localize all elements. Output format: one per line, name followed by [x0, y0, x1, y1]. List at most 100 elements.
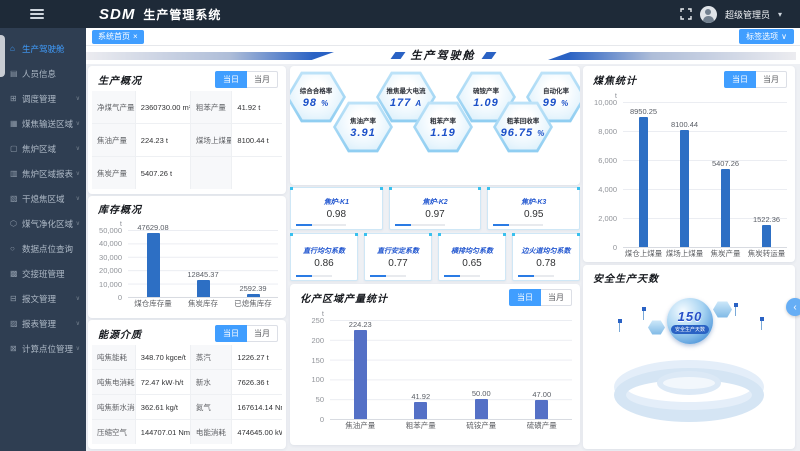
sidebar-item-schedule[interactable]: ⊞ 调度管理 ∨	[0, 86, 86, 111]
monthly-button[interactable]: 当月	[247, 71, 278, 88]
y-tick-label: 200	[311, 335, 324, 345]
card-label: 焦炉-K2	[422, 199, 448, 206]
sidebar: ⌂ 生产驾驶舱 ▤ 人员信息 ⊞ 调度管理 ∨ ▦ 煤焦输送区域 ∨ ▢ 焦炉区域 ∨ ▥ 焦炉区域报表 ∨ ▧…	[0, 28, 86, 451]
chevron-down-icon: ∨	[781, 32, 787, 41]
safety-days-label: 安全生产天数	[670, 324, 709, 334]
sidebar-item-report[interactable]: ▨ 报表管理 ∨	[0, 311, 86, 336]
monthly-button[interactable]: 当月	[541, 289, 572, 306]
field-value: 144707.01 Nm³	[135, 420, 190, 444]
monthly-button[interactable]: 当月	[756, 71, 787, 88]
fullscreen-icon[interactable]	[680, 8, 692, 20]
bar: 5407.26	[712, 159, 739, 247]
bar-value-label: 47629.08	[137, 223, 169, 233]
sidebar-item-oven[interactable]: ▢ 焦炉区域 ∨	[0, 136, 86, 161]
field-label: 煤场上煤量	[190, 124, 232, 156]
sidebar-item-calc-points[interactable]: ⊠ 计算点位管理 ∨	[0, 336, 86, 361]
panel-production-overview: 生产概况 当日 当月 净煤气产量 2360730.00 m³ 粗苯产量 41.92 t…	[88, 66, 286, 194]
sidebar-item-home[interactable]: ⌂ 生产驾驶舱	[0, 36, 86, 61]
sidebar-collapse-handle[interactable]	[0, 35, 5, 77]
card-value: 0.65	[462, 257, 482, 269]
field-value: 362.61 kg/t	[135, 395, 190, 419]
app-title: 生产管理系统	[143, 7, 222, 22]
bar-value-label: 12845.37	[187, 269, 219, 279]
y-tick-label: 40,000	[99, 239, 122, 249]
y-tick-label: 2,000	[598, 214, 617, 223]
field-value	[232, 157, 282, 189]
sidebar-item-label: 数据点位查询	[22, 243, 74, 254]
close-icon[interactable]: ×	[133, 31, 138, 41]
bar-value-label: 41.92	[411, 392, 431, 402]
y-tick-label: 20,000	[99, 266, 122, 276]
field-label: 净煤气产量	[92, 91, 135, 123]
bar: 47.00	[532, 390, 551, 419]
inventory-bar-chart: t 50,000 40,000 30,000 20,000 10,000 0 47629.08…	[88, 219, 286, 311]
chevron-down-icon: ∨	[75, 196, 80, 202]
kpi-label: 焦油产率	[350, 118, 376, 125]
user-name[interactable]: 超级管理员	[724, 9, 770, 20]
card-value: 0.78	[536, 257, 556, 269]
menu-toggle-icon[interactable]	[30, 9, 44, 19]
bar-value-label: 1522.36	[752, 214, 781, 224]
sidebar-item-shift[interactable]: ▩ 交接班管理	[0, 261, 86, 286]
report-icon: ▨	[10, 319, 18, 328]
sidebar-item-oven-report[interactable]: ▥ 焦炉区域报表 ∨	[0, 161, 86, 186]
chevron-down-icon: ∨	[75, 146, 80, 152]
banner-slash-left	[390, 51, 405, 59]
sidebar-item-search[interactable]: ○ 数据点位查询	[0, 236, 86, 261]
sidebar-item-cdq[interactable]: ▧ 干熄焦区域 ∨	[0, 186, 86, 211]
kpi-unit: %	[537, 129, 546, 138]
field-label: 焦油产量	[92, 124, 135, 156]
message-icon: ⊟	[10, 294, 17, 303]
avatar[interactable]	[699, 5, 717, 23]
sidebar-item-label: 调度管理	[22, 93, 57, 104]
daily-button[interactable]: 当日	[724, 71, 756, 88]
tab-home[interactable]: 系统首页 ×	[92, 29, 144, 44]
y-axis: 50,000 40,000 30,000 20,000 10,000 0	[90, 226, 128, 302]
y-tick-label: 0	[612, 243, 617, 252]
banner-stripe-right	[548, 52, 796, 60]
sidebar-item-label: 报文管理	[22, 293, 57, 304]
sidebar-item-message[interactable]: ⊟ 报文管理 ∨	[0, 286, 86, 311]
collapse-right-handle[interactable]: ‹	[786, 298, 800, 316]
sidebar-item-label: 干熄焦区域	[22, 193, 65, 204]
daily-button[interactable]: 当日	[215, 325, 247, 342]
kpi-value: 3.91	[350, 127, 376, 139]
y-axis-unit: t	[119, 219, 122, 228]
oven-coefficient-card: 焦炉-K1 0.98	[290, 187, 383, 230]
oven-icon: ▢	[10, 144, 18, 153]
card-underline	[518, 275, 555, 277]
sidebar-item-gas-purify[interactable]: ⬡ 煤气净化区域 ∨	[0, 211, 86, 236]
tag-options-button[interactable]: 标签选项 ∨	[739, 29, 794, 44]
kpi-hexagon-inner: 焦油产率 3.91	[336, 104, 390, 150]
shift-icon: ▩	[10, 269, 18, 278]
daily-button[interactable]: 当日	[509, 289, 541, 306]
field-value: 474645.00 kW·h	[232, 420, 282, 444]
monthly-button[interactable]: 当月	[247, 325, 278, 342]
panel-title: 化产区域产量统计	[300, 294, 388, 305]
bar: 2592.39	[239, 284, 267, 297]
panel-title: 库存概况	[98, 205, 142, 216]
uniformity-coefficient-card: 直行均匀系数 0.86	[290, 233, 358, 281]
panel-title: 煤焦统计	[593, 76, 637, 87]
y-axis-unit: t	[614, 91, 617, 100]
kpi-hexagon-inner: 粗苯产率 1.19	[416, 104, 470, 150]
sidebar-item-transport[interactable]: ▦ 煤焦输送区域 ∨	[0, 111, 86, 136]
daily-button[interactable]: 当日	[215, 71, 247, 88]
safety-days-value: 150	[677, 308, 703, 324]
oven-coefficient-card: 焦炉-K3 0.95	[487, 187, 581, 230]
kpi-value: 1.09	[473, 97, 499, 109]
sidebar-item-label: 报表管理	[22, 318, 57, 329]
decor-hexagon	[713, 301, 732, 318]
calc-points-icon: ⊠	[10, 344, 17, 353]
transport-icon: ▦	[10, 119, 18, 128]
banner-slash-right	[481, 51, 496, 59]
chevron-down-icon: ∨	[75, 221, 80, 227]
sidebar-item-users[interactable]: ▤ 人员信息	[0, 61, 86, 86]
bar-value-label: 47.00	[532, 390, 552, 400]
sidebar-item-label: 生产驾驶舱	[22, 43, 65, 54]
period-toggle: 当日 当月	[724, 71, 787, 88]
field-value: 8100.44 t	[232, 124, 282, 156]
banner-stripe-left	[86, 52, 334, 60]
bar: 1522.36	[753, 215, 780, 247]
card-value: 0.77	[388, 257, 408, 269]
